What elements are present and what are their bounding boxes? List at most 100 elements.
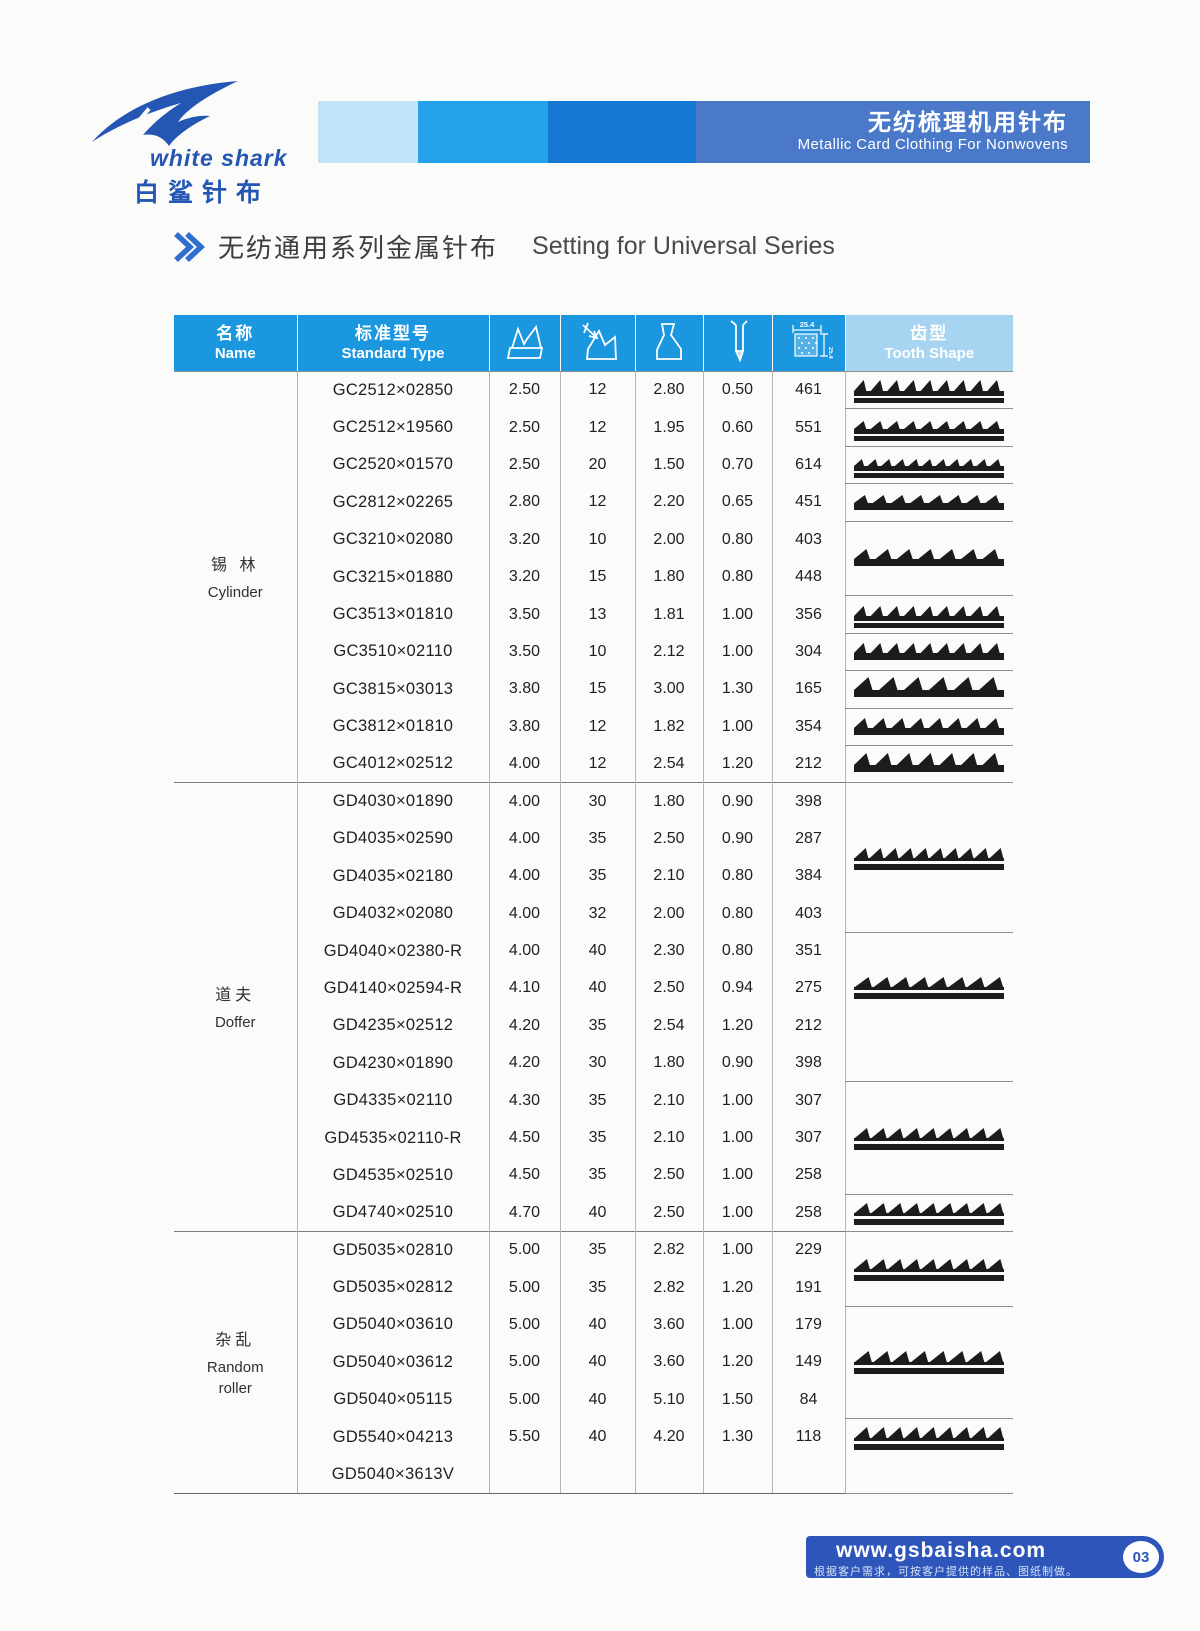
value-cell: 2.50 xyxy=(488,371,560,409)
table-row: GD4140×02594-R 4.10 40 2.50 0.94 275 xyxy=(174,969,1013,1008)
table-row: GD5040×03612 5.00 40 3.60 1.20 149 xyxy=(174,1343,1013,1382)
table-row: GC3513×01810 3.50 13 1.81 1.00 356 xyxy=(174,595,1013,634)
value-cell xyxy=(559,1455,635,1494)
value-cell: 40 xyxy=(559,969,635,1008)
tooth-angle-icon xyxy=(581,322,617,360)
value-cell: 2.50 xyxy=(634,1194,703,1232)
value-cell: 15 xyxy=(559,670,635,709)
value-cell: 3.20 xyxy=(488,521,560,559)
value-cell: 1.50 xyxy=(702,1381,772,1419)
value-cell: 2.12 xyxy=(634,633,703,671)
value-cell: 1.00 xyxy=(702,1194,772,1232)
value-cell: 4.50 xyxy=(488,1156,560,1195)
value-cell: 1.00 xyxy=(702,1156,772,1195)
value-cell: 2.10 xyxy=(634,857,703,895)
value-cell: 4.30 xyxy=(488,1081,560,1120)
value-cell: 351 xyxy=(771,932,845,970)
value-cell: 1.20 xyxy=(702,745,772,783)
value-cell: 1.30 xyxy=(702,670,772,709)
value-cell: 35 xyxy=(559,1268,635,1307)
value-cell: 165 xyxy=(771,670,845,709)
table-row: GC3815×03013 3.80 15 3.00 1.30 165 xyxy=(174,670,1013,709)
section-name-cn: 杂乱 xyxy=(215,1331,256,1349)
value-cell: 4.00 xyxy=(488,857,560,895)
value-cell: 1.20 xyxy=(702,1268,772,1307)
value-cell: 3.80 xyxy=(488,708,560,746)
tooth-shape-graphic xyxy=(854,605,1005,628)
value-cell: 35 xyxy=(559,1081,635,1120)
section-name-en: roller xyxy=(218,1379,252,1397)
value-cell: 2.80 xyxy=(634,371,703,409)
standard-type-cell: GC2512×19560 xyxy=(296,408,489,447)
value-cell: 398 xyxy=(771,782,845,821)
standard-type-cell: GC3812×01810 xyxy=(296,708,489,746)
logo-text-cn: 白鲨针布 xyxy=(134,179,271,207)
standard-type-cell: GD4235×02512 xyxy=(296,1007,489,1045)
value-cell: 4.20 xyxy=(488,1044,560,1082)
table-row: GD5540×04213 5.50 40 4.20 1.30 118 xyxy=(174,1418,1013,1494)
standard-type-cell: GD4335×02110 xyxy=(296,1081,489,1120)
tooth-shape-graphic xyxy=(854,847,1005,870)
tooth-shape-cell xyxy=(844,1306,1013,1419)
value-cell: 212 xyxy=(771,745,845,783)
value-cell: 1.00 xyxy=(702,633,772,671)
banner-segment-main: 无纺梳理机用针布 Metallic Card Clothing For Nonw… xyxy=(696,101,1090,163)
section-name-cn: 锡 林 xyxy=(211,557,260,575)
value-cell: 35 xyxy=(559,1007,635,1045)
table-row: GC3215×01880 3.20 15 1.80 0.80 448 xyxy=(174,558,1013,596)
value-cell xyxy=(488,1455,560,1494)
tooth-shape-cell xyxy=(844,371,1013,410)
value-cell: 35 xyxy=(559,1230,635,1269)
tooth-shape-cell xyxy=(844,1418,1013,1494)
header-tooth-en: Tooth Shape xyxy=(884,345,975,362)
value-cell: 258 xyxy=(771,1194,845,1232)
value-cell: 1.95 xyxy=(634,408,703,447)
value-cell: 35 xyxy=(559,1119,635,1157)
value-cell: 354 xyxy=(771,708,845,746)
standard-type-cell: GD5040×3613V xyxy=(296,1455,489,1494)
value-cell: 461 xyxy=(771,371,845,409)
table-row: GC3812×01810 3.80 12 1.82 1.00 354 xyxy=(174,708,1013,746)
value-cell: 12 xyxy=(559,408,635,447)
standard-type-cell: GC3510×02110 xyxy=(296,633,489,671)
standard-type-cell: GD5035×02812 xyxy=(296,1268,489,1307)
value-cell: 2.50 xyxy=(488,408,560,447)
value-cell: 0.60 xyxy=(702,408,772,447)
value-cell: 35 xyxy=(559,857,635,895)
standard-type-cell: GD4035×02590 xyxy=(296,820,489,858)
standard-type-cell: GD5040×03612 xyxy=(296,1343,489,1382)
banner-segment-light xyxy=(318,101,418,163)
value-cell: 2.50 xyxy=(488,446,560,484)
section-title-cn: 无纺通用系列金属针布 xyxy=(218,233,499,263)
value-cell: 0.80 xyxy=(702,894,772,933)
value-cell: 40 xyxy=(559,1418,635,1456)
value-cell: 40 xyxy=(559,1194,635,1232)
spec-table: 名称 Name 标准型号 Standard Type xyxy=(174,315,1013,1494)
value-cell: 448 xyxy=(771,558,845,596)
table-row: GD4035×02180 4.00 35 2.10 0.80 384 xyxy=(174,857,1013,895)
value-cell: 35 xyxy=(559,1156,635,1195)
value-cell: 179 xyxy=(771,1306,845,1344)
value-cell: 35 xyxy=(559,820,635,858)
value-cell: 40 xyxy=(559,1343,635,1382)
value-cell xyxy=(771,1455,845,1494)
value-cell: 12 xyxy=(559,745,635,783)
logo-text-en: white shark xyxy=(150,145,288,171)
value-cell: 451 xyxy=(771,483,845,522)
value-cell: 2.00 xyxy=(634,894,703,933)
value-cell: 40 xyxy=(559,1306,635,1344)
tooth-shape-cell xyxy=(844,483,1013,522)
value-cell: 2.80 xyxy=(488,483,560,522)
website-url: www.gsbaisha.com xyxy=(836,1539,1047,1562)
value-cell: 30 xyxy=(559,1044,635,1082)
tooth-shape-graphic xyxy=(854,976,1005,999)
table-row: GD4235×02512 4.20 35 2.54 1.20 212 xyxy=(174,1007,1013,1045)
tooth-shape-cell xyxy=(844,708,1013,746)
value-cell: 2.20 xyxy=(634,483,703,522)
standard-type-cell: GD4535×02110-R xyxy=(296,1119,489,1157)
section-name-en: Doffer xyxy=(214,1014,256,1032)
standard-type-cell: GD4035×02180 xyxy=(296,857,489,895)
value-cell: 5.00 xyxy=(488,1343,560,1382)
value-cell: 3.60 xyxy=(634,1343,703,1382)
value-cell: 2.00 xyxy=(634,521,703,559)
